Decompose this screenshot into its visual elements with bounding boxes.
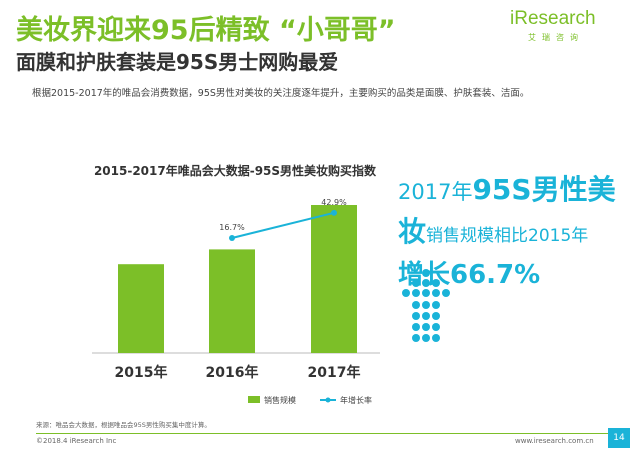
legend-bar-label: 销售规模 (264, 395, 296, 405)
growth-point-2 (229, 234, 235, 241)
website-link[interactable]: www.iresearch.com.cn (515, 437, 594, 445)
logo-subtext: 艾瑞咨询 (528, 33, 584, 42)
bar-1 (118, 264, 164, 353)
highlight-line1: 2017年95S男性美 (398, 168, 628, 208)
legend-bar-swatch (248, 396, 260, 403)
copyright: ©2018.4 iResearch Inc (36, 437, 117, 445)
highlight-rest: 销售规模相比2015年 (426, 226, 589, 246)
highlight-big2: 妆 (398, 215, 427, 248)
chart-title: 2015-2017年唯品会大数据-95S男性美妆购买指数 (93, 164, 377, 178)
growth-data-label-3: 42.9% (321, 198, 347, 207)
page-subtitle: 面膜和护肤套装是95S男士网购最爱 (16, 50, 339, 74)
bar-2 (209, 249, 255, 353)
x-tick-label-3: 2017年 (308, 364, 361, 381)
page-number: 14 (608, 428, 630, 448)
x-tick-label-2: 2016年 (206, 364, 259, 381)
footer-divider (36, 433, 626, 434)
up-arrow-dots-icon (402, 269, 450, 342)
growth-data-label-2: 16.7% (219, 223, 245, 232)
highlight-line2: 妆销售规模相比2015年 (398, 210, 628, 250)
legend-line-marker (325, 397, 331, 403)
legend-line-label: 年增长率 (340, 395, 372, 405)
page-title: 美妆界迎来95后精致 “小哥哥” (16, 15, 396, 46)
x-tick-label-1: 2015年 (115, 364, 168, 381)
growth-point-3 (331, 209, 337, 216)
logo-text: iResearch (510, 8, 596, 29)
highlight-big1: 95S男性美 (472, 173, 616, 206)
growth-line (231, 211, 335, 239)
page-description: 根据2015-2017年的唯品会消费数据，95S男性对美妆的关注度逐年提升，主要… (32, 88, 530, 99)
highlight-callout: 2017年95S男性美 妆销售规模相比2015年 增长66.7% (398, 168, 628, 291)
source-note: 来源：唯品会大数据，根据唯品会95S男性购买集中度计算。 (36, 421, 211, 429)
highlight-year: 2017年 (398, 180, 473, 204)
highlight-growth: 增长66.7% (398, 260, 541, 290)
iresearch-logo: iResearch 艾瑞咨询 (510, 8, 602, 48)
bar-3 (311, 205, 357, 353)
